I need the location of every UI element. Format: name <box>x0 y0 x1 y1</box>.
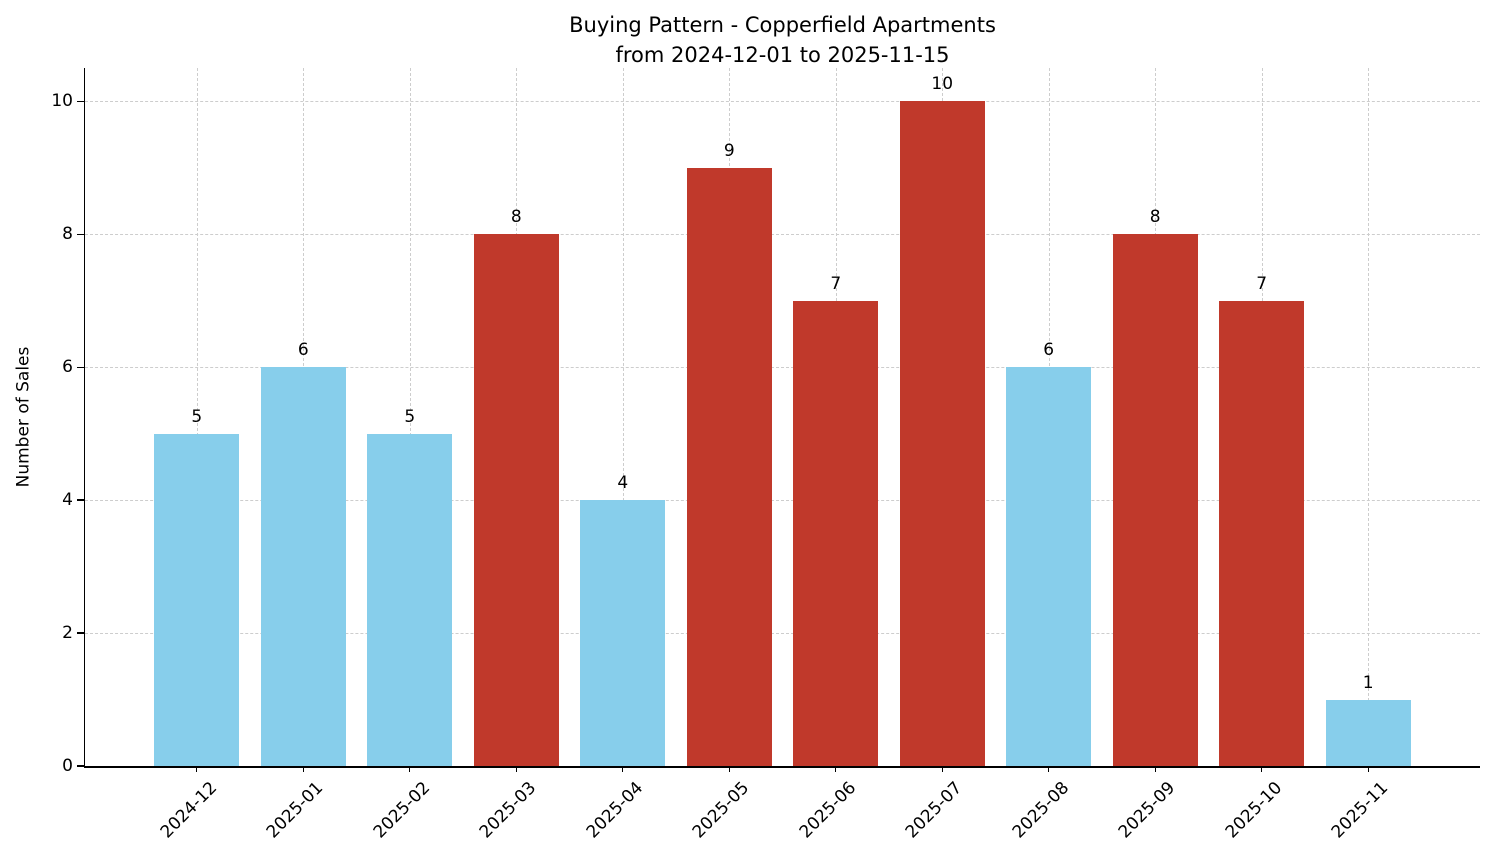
x-tick-mark <box>622 766 624 772</box>
plot-area: 5 6 5 8 4 9 7 10 6 8 7 1 <box>85 68 1480 766</box>
bar-value-label: 8 <box>1149 207 1161 228</box>
gridline-horizontal <box>85 367 1480 369</box>
y-tick-label: 6 <box>62 357 73 378</box>
gridline-vertical <box>196 68 198 766</box>
x-tick-label: 2025-09 <box>1114 778 1180 843</box>
y-tick-mark <box>77 366 84 368</box>
bar-2025-06 <box>793 300 879 766</box>
y-axis-label-wrap: Number of Sales <box>0 68 46 766</box>
bar-2025-02 <box>367 433 453 766</box>
x-tick-mark <box>728 766 730 772</box>
y-tick-label: 8 <box>62 224 73 245</box>
x-tick-label: 2025-04 <box>582 778 647 843</box>
bar-2025-01 <box>260 367 346 766</box>
gridline-vertical <box>622 68 624 766</box>
x-tick-label: 2025-01 <box>263 778 328 843</box>
left-spine <box>83 68 85 768</box>
bar-value-label: 4 <box>617 473 629 494</box>
y-tick-label: 10 <box>51 91 73 112</box>
gridline-vertical <box>1368 68 1370 766</box>
bar-value-label: 5 <box>191 406 203 427</box>
x-tick-mark <box>196 766 198 772</box>
x-tick-mark <box>409 766 411 772</box>
bar-2025-05 <box>686 167 772 766</box>
gridline-horizontal <box>85 500 1480 502</box>
x-tick-label: 2025-05 <box>689 778 754 843</box>
x-tick-mark <box>1048 766 1050 772</box>
gridline-vertical <box>409 68 411 766</box>
bar-value-label: 9 <box>723 140 735 161</box>
chart-title-line2: from 2024-12-01 to 2025-11-15 <box>615 43 950 67</box>
x-tick-mark <box>835 766 837 772</box>
x-tick-mark <box>302 766 304 772</box>
bar-value-label: 7 <box>1256 273 1268 294</box>
x-tick-mark <box>1367 766 1369 772</box>
x-tick-mark <box>1154 766 1156 772</box>
y-tick-mark <box>77 632 84 634</box>
x-tick-label: 2024-12 <box>156 778 221 843</box>
gridline-horizontal <box>85 234 1480 236</box>
y-tick-label: 2 <box>62 623 73 644</box>
bar-2025-07 <box>899 101 985 766</box>
bar-2025-09 <box>1112 234 1198 766</box>
x-tick-mark <box>941 766 943 772</box>
bar-2024-12 <box>154 433 240 766</box>
x-tick-mark <box>515 766 517 772</box>
y-tick-mark <box>77 499 84 501</box>
bar-value-label: 6 <box>297 340 309 361</box>
x-tick-label: 2025-03 <box>476 778 541 843</box>
bar-value-label: 8 <box>510 207 522 228</box>
gridline-horizontal <box>85 101 1480 103</box>
bottom-spine <box>83 766 1480 768</box>
x-tick-label: 2025-11 <box>1327 778 1393 843</box>
bar-2025-11 <box>1325 699 1411 766</box>
bar-2025-10 <box>1219 300 1305 766</box>
x-tick-mark <box>1261 766 1263 772</box>
bar-value-label: 6 <box>1043 340 1055 361</box>
bar-value-label: 1 <box>1362 672 1374 693</box>
bar-2025-03 <box>473 234 559 766</box>
bar-value-label: 10 <box>931 74 954 95</box>
chart-title: Buying Pattern - Copperfield Apartments … <box>85 10 1480 70</box>
x-tick-label: 2025-08 <box>1008 778 1073 843</box>
y-tick-mark <box>77 233 84 235</box>
x-tick-label: 2025-10 <box>1221 778 1286 843</box>
y-tick-label: 4 <box>62 490 73 511</box>
y-tick-label: 0 <box>62 756 73 776</box>
gridline-horizontal <box>85 633 1480 635</box>
bar-2025-04 <box>580 500 666 766</box>
bar-value-label: 5 <box>404 406 416 427</box>
x-tick-label: 2025-06 <box>795 778 860 843</box>
bar-value-label: 7 <box>830 273 842 294</box>
y-tick-mark <box>77 765 84 767</box>
bar-2025-08 <box>1006 367 1092 766</box>
x-tick-label: 2025-02 <box>369 778 434 843</box>
chart-title-line1: Buying Pattern - Copperfield Apartments <box>569 13 996 37</box>
x-tick-label: 2025-07 <box>902 778 967 843</box>
y-tick-mark <box>77 100 84 102</box>
